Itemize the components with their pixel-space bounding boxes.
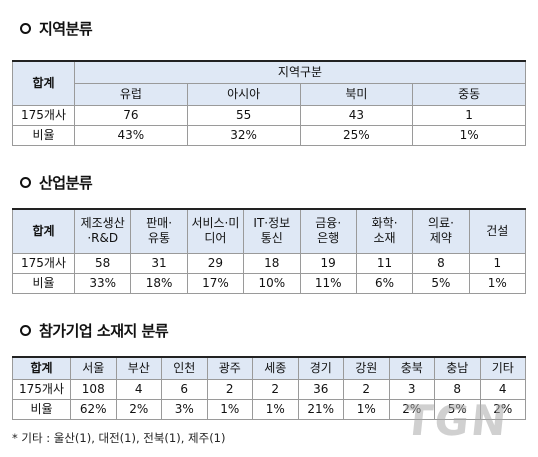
region-table: 합계 지역구분 유럽 아시아 북미 중동 175개사 76 55 43 1 비율… bbox=[12, 60, 526, 146]
location-section-title: 참가기업 소재지 분류 bbox=[20, 320, 169, 341]
table-cell: 62% bbox=[70, 398, 117, 420]
location-col-header: 충북 bbox=[388, 356, 435, 380]
region-title: 지역분류 bbox=[39, 20, 93, 38]
table-cell: 2 bbox=[343, 378, 390, 400]
table-cell: 5% bbox=[434, 398, 481, 420]
location-col-header: 부산 bbox=[115, 356, 162, 380]
location-col-header: 인천 bbox=[161, 356, 208, 380]
industry-col-header: 화학· 소재 bbox=[355, 208, 414, 254]
industry-col-header: IT·정보 통신 bbox=[243, 208, 301, 254]
region-total-header: 합계 bbox=[12, 60, 75, 106]
table-cell: 36 bbox=[297, 378, 344, 400]
location-title: 참가기업 소재지 분류 bbox=[39, 322, 169, 340]
industry-col-header: 제조생산 ·R&D bbox=[73, 208, 132, 254]
region-col-header: 아시아 bbox=[186, 82, 301, 106]
table-cell: 76 bbox=[74, 104, 188, 126]
table-cell: 6 bbox=[161, 378, 208, 400]
table-cell: 1% bbox=[206, 398, 253, 420]
table-cell: 31 bbox=[130, 252, 188, 274]
region-group-header: 지역구분 bbox=[74, 60, 526, 84]
table-cell: 1% bbox=[343, 398, 390, 420]
industry-title: 산업분류 bbox=[39, 174, 93, 192]
industry-col-header: 금융· 은행 bbox=[299, 208, 357, 254]
table-cell: 21% bbox=[297, 398, 344, 420]
location-col-header: 기타 bbox=[479, 356, 526, 380]
table-cell: 18% bbox=[130, 272, 188, 294]
table-cell: 2 bbox=[252, 378, 299, 400]
row-label: 비율 bbox=[12, 124, 75, 146]
table-cell: 1% bbox=[468, 272, 527, 294]
table-cell: 2 bbox=[206, 378, 253, 400]
table-cell: 108 bbox=[70, 378, 117, 400]
location-col-header: 충남 bbox=[434, 356, 481, 380]
table-cell: 17% bbox=[186, 272, 245, 294]
industry-col-header: 서비스·미 디어 bbox=[186, 208, 245, 254]
circle-bullet-icon bbox=[20, 177, 31, 188]
table-cell: 1 bbox=[412, 104, 526, 126]
region-col-header: 유럽 bbox=[74, 82, 188, 106]
table-cell: 32% bbox=[186, 124, 301, 146]
table-cell: 55 bbox=[186, 104, 301, 126]
table-cell: 58 bbox=[73, 252, 132, 274]
table-cell: 2% bbox=[115, 398, 162, 420]
circle-bullet-icon bbox=[20, 325, 31, 336]
region-section-title: 지역분류 bbox=[20, 18, 93, 39]
table-cell: 1% bbox=[252, 398, 299, 420]
row-label: 비율 bbox=[12, 272, 75, 294]
table-cell: 33% bbox=[73, 272, 132, 294]
table-cell: 3% bbox=[161, 398, 208, 420]
row-label: 175개사 bbox=[12, 378, 71, 400]
row-label: 175개사 bbox=[12, 252, 75, 274]
table-cell: 25% bbox=[299, 124, 414, 146]
industry-total-header: 합계 bbox=[12, 208, 75, 254]
industry-col-header: 건설 bbox=[468, 208, 527, 254]
row-label: 175개사 bbox=[12, 104, 75, 126]
table-cell: 29 bbox=[186, 252, 245, 274]
table-cell: 1% bbox=[412, 124, 526, 146]
industry-col-header: 의료· 제약 bbox=[412, 208, 470, 254]
circle-bullet-icon bbox=[20, 23, 31, 34]
table-cell: 11 bbox=[355, 252, 414, 274]
table-cell: 2% bbox=[388, 398, 435, 420]
table-cell: 4 bbox=[115, 378, 162, 400]
location-col-header: 세종 bbox=[252, 356, 299, 380]
industry-table: 합계 제조생산 ·R&D 판매· 유통 서비스·미 디어 IT·정보 통신 금융· 은행 … bbox=[12, 208, 527, 294]
footnote: * 기타 : 울산(1), 대전(1), 전북(1), 제주(1) bbox=[12, 431, 226, 445]
table-cell: 10% bbox=[243, 272, 301, 294]
region-col-header: 중동 bbox=[412, 82, 526, 106]
table-cell: 5% bbox=[412, 272, 470, 294]
watermark-logo: TGN bbox=[401, 396, 511, 445]
industry-col-header: 판매· 유통 bbox=[130, 208, 188, 254]
location-total-header: 합계 bbox=[12, 356, 71, 380]
table-cell: 43 bbox=[299, 104, 414, 126]
table-cell: 11% bbox=[299, 272, 357, 294]
location-col-header: 강원 bbox=[343, 356, 390, 380]
location-table: 합계 서울 부산 인천 광주 세종 경기 강원 충북 충남 기타 175개사 1… bbox=[12, 356, 526, 420]
location-col-header: 경기 bbox=[297, 356, 344, 380]
industry-section-title: 산업분류 bbox=[20, 172, 93, 193]
location-col-header: 광주 bbox=[206, 356, 253, 380]
table-cell: 8 bbox=[412, 252, 470, 274]
table-cell: 19 bbox=[299, 252, 357, 274]
location-col-header: 서울 bbox=[70, 356, 117, 380]
table-cell: 2% bbox=[479, 398, 526, 420]
table-cell: 6% bbox=[355, 272, 414, 294]
table-cell: 43% bbox=[74, 124, 188, 146]
table-cell: 1 bbox=[468, 252, 527, 274]
table-cell: 18 bbox=[243, 252, 301, 274]
row-label: 비율 bbox=[12, 398, 71, 420]
region-col-header: 북미 bbox=[299, 82, 414, 106]
